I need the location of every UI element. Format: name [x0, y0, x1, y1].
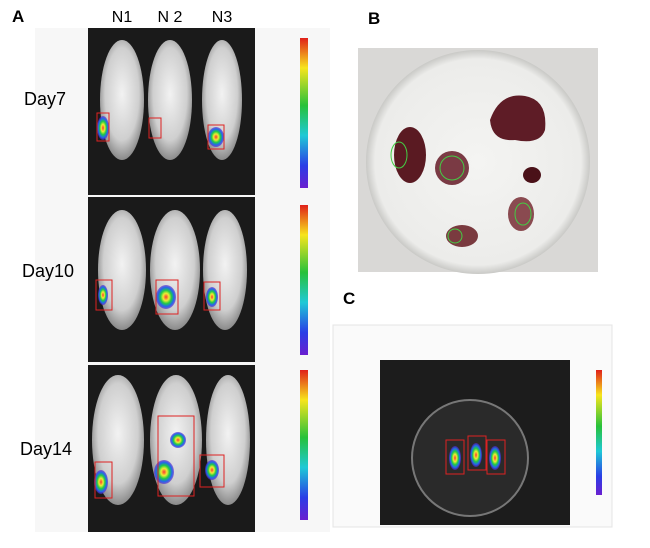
column-label: N1 [112, 9, 133, 26]
panel-label: A [12, 7, 24, 26]
panel-label: B [368, 9, 380, 28]
imaging-grid [35, 28, 330, 532]
ex-vivo-imaging [332, 324, 613, 528]
organ-photo [358, 48, 598, 274]
column-label: N3 [212, 9, 233, 26]
row-label: Day14 [20, 439, 72, 459]
row-day10 [88, 197, 308, 362]
panel-label: C [343, 289, 355, 308]
row-label: Day10 [22, 261, 74, 281]
column-label: N 2 [158, 9, 183, 26]
row-day14 [88, 365, 308, 532]
row-label: Day7 [24, 89, 66, 109]
row-day7 [88, 28, 308, 195]
